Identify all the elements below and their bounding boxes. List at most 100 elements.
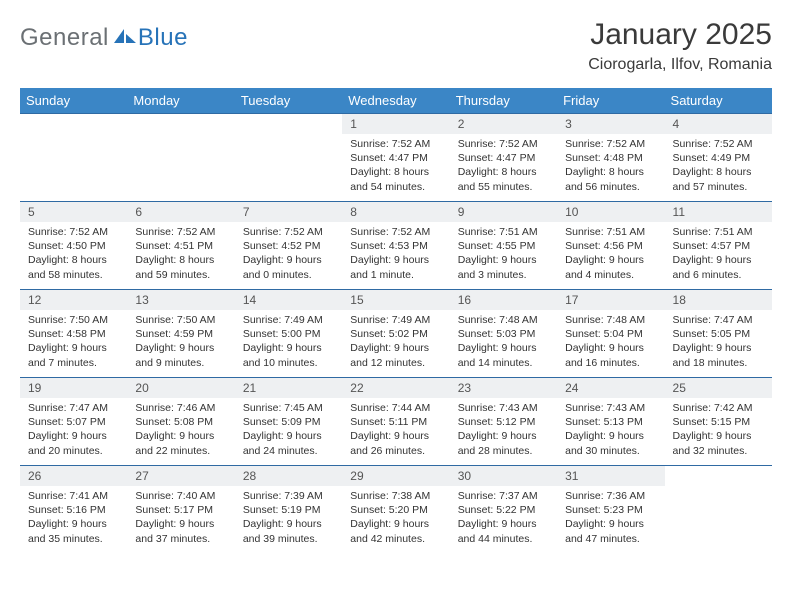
calendar-day-cell: 6Sunrise: 7:52 AMSunset: 4:51 PMDaylight…: [127, 202, 234, 290]
daylight-text-1: Daylight: 9 hours: [243, 430, 322, 442]
daylight-text-1: Daylight: 9 hours: [350, 342, 429, 354]
calendar-day-cell: ..: [127, 114, 234, 202]
daylight-text-2: and 58 minutes.: [28, 269, 103, 281]
daylight-text-1: Daylight: 9 hours: [565, 518, 644, 530]
calendar-day-cell: 8Sunrise: 7:52 AMSunset: 4:53 PMDaylight…: [342, 202, 449, 290]
sunset-text: Sunset: 5:17 PM: [135, 504, 213, 516]
calendar-day-cell: 31Sunrise: 7:36 AMSunset: 5:23 PMDayligh…: [557, 466, 664, 554]
sunrise-text: Sunrise: 7:51 AM: [673, 226, 753, 238]
daylight-text-1: Daylight: 8 hours: [350, 166, 429, 178]
day-number: 27: [127, 466, 234, 486]
daylight-text-1: Daylight: 9 hours: [565, 342, 644, 354]
daylight-text-1: Daylight: 9 hours: [28, 518, 107, 530]
calendar-day-cell: 24Sunrise: 7:43 AMSunset: 5:13 PMDayligh…: [557, 378, 664, 466]
calendar-day-cell: 12Sunrise: 7:50 AMSunset: 4:58 PMDayligh…: [20, 290, 127, 378]
sunset-text: Sunset: 5:03 PM: [458, 328, 536, 340]
daylight-text-1: Daylight: 9 hours: [135, 430, 214, 442]
calendar-week-row: 5Sunrise: 7:52 AMSunset: 4:50 PMDaylight…: [20, 202, 772, 290]
weekday-header: Monday: [127, 88, 234, 114]
day-number: 3: [557, 114, 664, 134]
day-number: 22: [342, 378, 449, 398]
daylight-text-1: Daylight: 9 hours: [135, 342, 214, 354]
day-details: Sunrise: 7:50 AMSunset: 4:59 PMDaylight:…: [127, 310, 234, 373]
day-number: 23: [450, 378, 557, 398]
calendar-day-cell: 11Sunrise: 7:51 AMSunset: 4:57 PMDayligh…: [665, 202, 772, 290]
sunrise-text: Sunrise: 7:49 AM: [243, 314, 323, 326]
day-number: 8: [342, 202, 449, 222]
daylight-text-2: and 6 minutes.: [673, 269, 742, 281]
calendar-day-cell: 13Sunrise: 7:50 AMSunset: 4:59 PMDayligh…: [127, 290, 234, 378]
calendar-day-cell: ..: [235, 114, 342, 202]
day-details: Sunrise: 7:51 AMSunset: 4:55 PMDaylight:…: [450, 222, 557, 285]
day-number: 29: [342, 466, 449, 486]
calendar-day-cell: 3Sunrise: 7:52 AMSunset: 4:48 PMDaylight…: [557, 114, 664, 202]
sunset-text: Sunset: 4:49 PM: [673, 152, 751, 164]
sunset-text: Sunset: 5:12 PM: [458, 416, 536, 428]
day-details: Sunrise: 7:52 AMSunset: 4:52 PMDaylight:…: [235, 222, 342, 285]
daylight-text-2: and 54 minutes.: [350, 181, 425, 193]
calendar-day-cell: 15Sunrise: 7:49 AMSunset: 5:02 PMDayligh…: [342, 290, 449, 378]
calendar-day-cell: 14Sunrise: 7:49 AMSunset: 5:00 PMDayligh…: [235, 290, 342, 378]
day-details: Sunrise: 7:52 AMSunset: 4:49 PMDaylight:…: [665, 134, 772, 197]
daylight-text-1: Daylight: 8 hours: [135, 254, 214, 266]
daylight-text-1: Daylight: 9 hours: [673, 254, 752, 266]
sunrise-text: Sunrise: 7:52 AM: [673, 138, 753, 150]
calendar-week-row: 19Sunrise: 7:47 AMSunset: 5:07 PMDayligh…: [20, 378, 772, 466]
sunset-text: Sunset: 5:15 PM: [673, 416, 751, 428]
day-details: Sunrise: 7:51 AMSunset: 4:56 PMDaylight:…: [557, 222, 664, 285]
day-details: Sunrise: 7:48 AMSunset: 5:04 PMDaylight:…: [557, 310, 664, 373]
sunrise-text: Sunrise: 7:52 AM: [565, 138, 645, 150]
weekday-header: Saturday: [665, 88, 772, 114]
daylight-text-1: Daylight: 9 hours: [565, 254, 644, 266]
weekday-header: Sunday: [20, 88, 127, 114]
sunset-text: Sunset: 4:53 PM: [350, 240, 428, 252]
sunset-text: Sunset: 5:19 PM: [243, 504, 321, 516]
day-details: Sunrise: 7:37 AMSunset: 5:22 PMDaylight:…: [450, 486, 557, 549]
calendar-week-row: 26Sunrise: 7:41 AMSunset: 5:16 PMDayligh…: [20, 466, 772, 554]
day-details: Sunrise: 7:52 AMSunset: 4:53 PMDaylight:…: [342, 222, 449, 285]
daylight-text-2: and 0 minutes.: [243, 269, 312, 281]
day-number: 25: [665, 378, 772, 398]
sunrise-text: Sunrise: 7:46 AM: [135, 402, 215, 414]
daylight-text-2: and 4 minutes.: [565, 269, 634, 281]
daylight-text-1: Daylight: 9 hours: [458, 254, 537, 266]
daylight-text-2: and 24 minutes.: [243, 445, 318, 457]
day-number: 18: [665, 290, 772, 310]
daylight-text-2: and 35 minutes.: [28, 533, 103, 545]
sunrise-text: Sunrise: 7:39 AM: [243, 490, 323, 502]
calendar-day-cell: 26Sunrise: 7:41 AMSunset: 5:16 PMDayligh…: [20, 466, 127, 554]
weekday-header: Tuesday: [235, 88, 342, 114]
day-number: 24: [557, 378, 664, 398]
sunrise-text: Sunrise: 7:42 AM: [673, 402, 753, 414]
calendar-day-cell: 21Sunrise: 7:45 AMSunset: 5:09 PMDayligh…: [235, 378, 342, 466]
day-number: 21: [235, 378, 342, 398]
sunrise-text: Sunrise: 7:52 AM: [135, 226, 215, 238]
day-details: Sunrise: 7:47 AMSunset: 5:07 PMDaylight:…: [20, 398, 127, 461]
sunset-text: Sunset: 4:51 PM: [135, 240, 213, 252]
sunset-text: Sunset: 5:22 PM: [458, 504, 536, 516]
calendar-week-row: ......1Sunrise: 7:52 AMSunset: 4:47 PMDa…: [20, 114, 772, 202]
daylight-text-1: Daylight: 8 hours: [458, 166, 537, 178]
sunset-text: Sunset: 4:55 PM: [458, 240, 536, 252]
daylight-text-1: Daylight: 9 hours: [458, 430, 537, 442]
day-number: 30: [450, 466, 557, 486]
calendar-day-cell: 23Sunrise: 7:43 AMSunset: 5:12 PMDayligh…: [450, 378, 557, 466]
sunrise-text: Sunrise: 7:50 AM: [28, 314, 108, 326]
day-details: Sunrise: 7:36 AMSunset: 5:23 PMDaylight:…: [557, 486, 664, 549]
day-details: Sunrise: 7:52 AMSunset: 4:47 PMDaylight:…: [342, 134, 449, 197]
calendar-day-cell: 10Sunrise: 7:51 AMSunset: 4:56 PMDayligh…: [557, 202, 664, 290]
daylight-text-2: and 32 minutes.: [673, 445, 748, 457]
day-number: 9: [450, 202, 557, 222]
sunrise-text: Sunrise: 7:52 AM: [243, 226, 323, 238]
daylight-text-2: and 3 minutes.: [458, 269, 527, 281]
day-details: Sunrise: 7:47 AMSunset: 5:05 PMDaylight:…: [665, 310, 772, 373]
daylight-text-2: and 37 minutes.: [135, 533, 210, 545]
day-number: 12: [20, 290, 127, 310]
daylight-text-1: Daylight: 9 hours: [243, 254, 322, 266]
calendar-day-cell: 25Sunrise: 7:42 AMSunset: 5:15 PMDayligh…: [665, 378, 772, 466]
calendar-day-cell: 30Sunrise: 7:37 AMSunset: 5:22 PMDayligh…: [450, 466, 557, 554]
day-number: 4: [665, 114, 772, 134]
day-number: 19: [20, 378, 127, 398]
day-details: Sunrise: 7:43 AMSunset: 5:12 PMDaylight:…: [450, 398, 557, 461]
sunrise-text: Sunrise: 7:52 AM: [28, 226, 108, 238]
